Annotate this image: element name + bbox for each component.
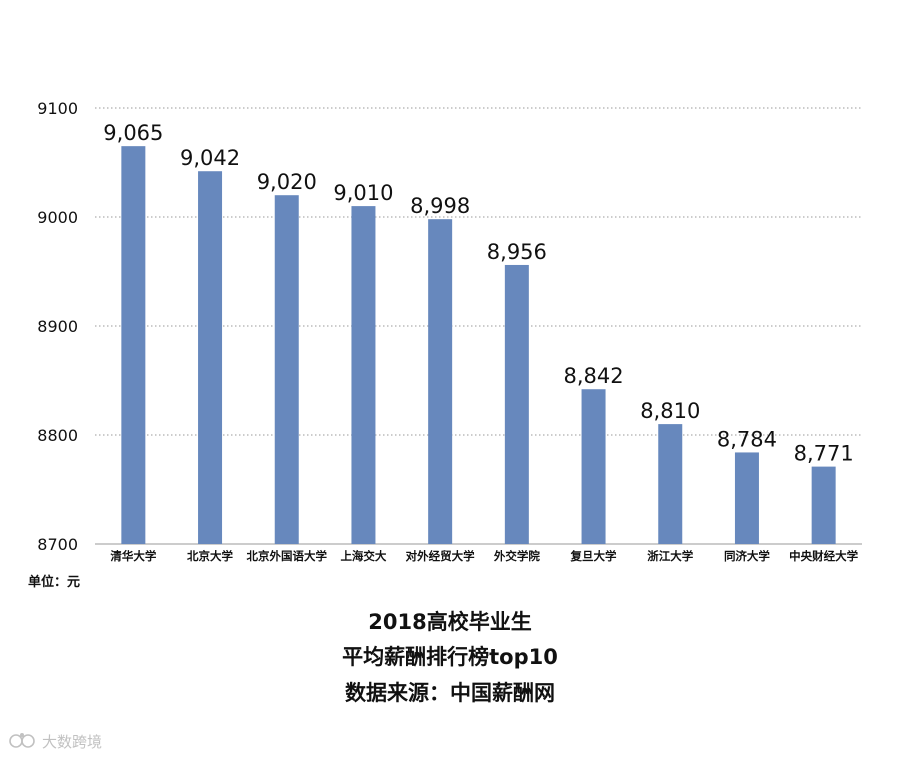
watermark-text: 大数跨境 — [42, 732, 103, 751]
bar — [428, 219, 453, 544]
watermark: 大数跨境 — [8, 728, 102, 754]
caption-line-1: 2018高校毕业生 — [368, 610, 532, 634]
bar-value-label: 8,956 — [487, 240, 547, 264]
y-tick-label: 9000 — [37, 208, 78, 227]
watermark-logo-icon — [9, 733, 35, 748]
x-tick-label: 上海交大 — [340, 549, 386, 563]
bar-value-label: 9,020 — [257, 170, 317, 194]
bar-value-label: 8,842 — [563, 364, 623, 388]
y-axis-ticks: 8700 8800 8900 9000 9100 — [37, 99, 78, 554]
bar-value-label: 8,784 — [717, 427, 777, 451]
bar-value-label: 9,065 — [103, 121, 163, 145]
y-tick-label: 8800 — [37, 426, 78, 445]
bars — [121, 146, 836, 544]
bar — [504, 264, 529, 544]
bar — [198, 171, 223, 544]
bar-value-label: 8,998 — [410, 194, 470, 218]
x-tick-label: 复旦大学 — [570, 549, 617, 563]
value-labels: 9,065 9,042 9,020 9,010 8,998 8,956 8,842 8,810… — [103, 121, 853, 465]
bar-value-label: 8,810 — [640, 399, 700, 423]
caption-line-3: 数据来源：中国薪酬网 — [345, 681, 555, 705]
x-tick-label: 外交学院 — [493, 549, 540, 563]
bar-value-label: 9,010 — [333, 181, 393, 205]
bar — [734, 452, 759, 544]
bar — [811, 466, 836, 544]
x-tick-label: 同济大学 — [724, 549, 770, 563]
y-tick-label: 8700 — [37, 535, 78, 554]
bar — [274, 195, 299, 544]
caption-line-2: 平均薪酬排行榜top10 — [342, 645, 558, 669]
bar — [351, 206, 376, 544]
bar-value-label: 9,042 — [180, 146, 240, 170]
y-tick-label: 8900 — [37, 317, 78, 336]
bar — [121, 146, 146, 544]
x-tick-label: 中央财经大学 — [789, 549, 858, 563]
bar — [581, 389, 606, 544]
x-tick-label: 北京大学 — [187, 549, 233, 563]
unit-label: 单位：元 — [28, 575, 81, 590]
y-tick-label: 9100 — [37, 99, 78, 118]
x-tick-label: 北京外国语大学 — [247, 549, 328, 563]
bar-value-label: 8,771 — [794, 442, 854, 466]
x-axis-ticks: 清华大学 北京大学 北京外国语大学 上海交大 对外经贸大学 外交学院 复旦大学 浙江大学 同济大… — [110, 549, 858, 563]
x-tick-label: 对外经贸大学 — [406, 549, 475, 563]
gridlines — [95, 107, 862, 545]
x-tick-label: 清华大学 — [110, 549, 156, 563]
x-tick-label: 浙江大学 — [647, 549, 693, 563]
bar — [658, 424, 683, 544]
bar-chart: 8700 8800 8900 9000 9100 9,065 9,042 9,020 9,01… — [37, 99, 862, 563]
